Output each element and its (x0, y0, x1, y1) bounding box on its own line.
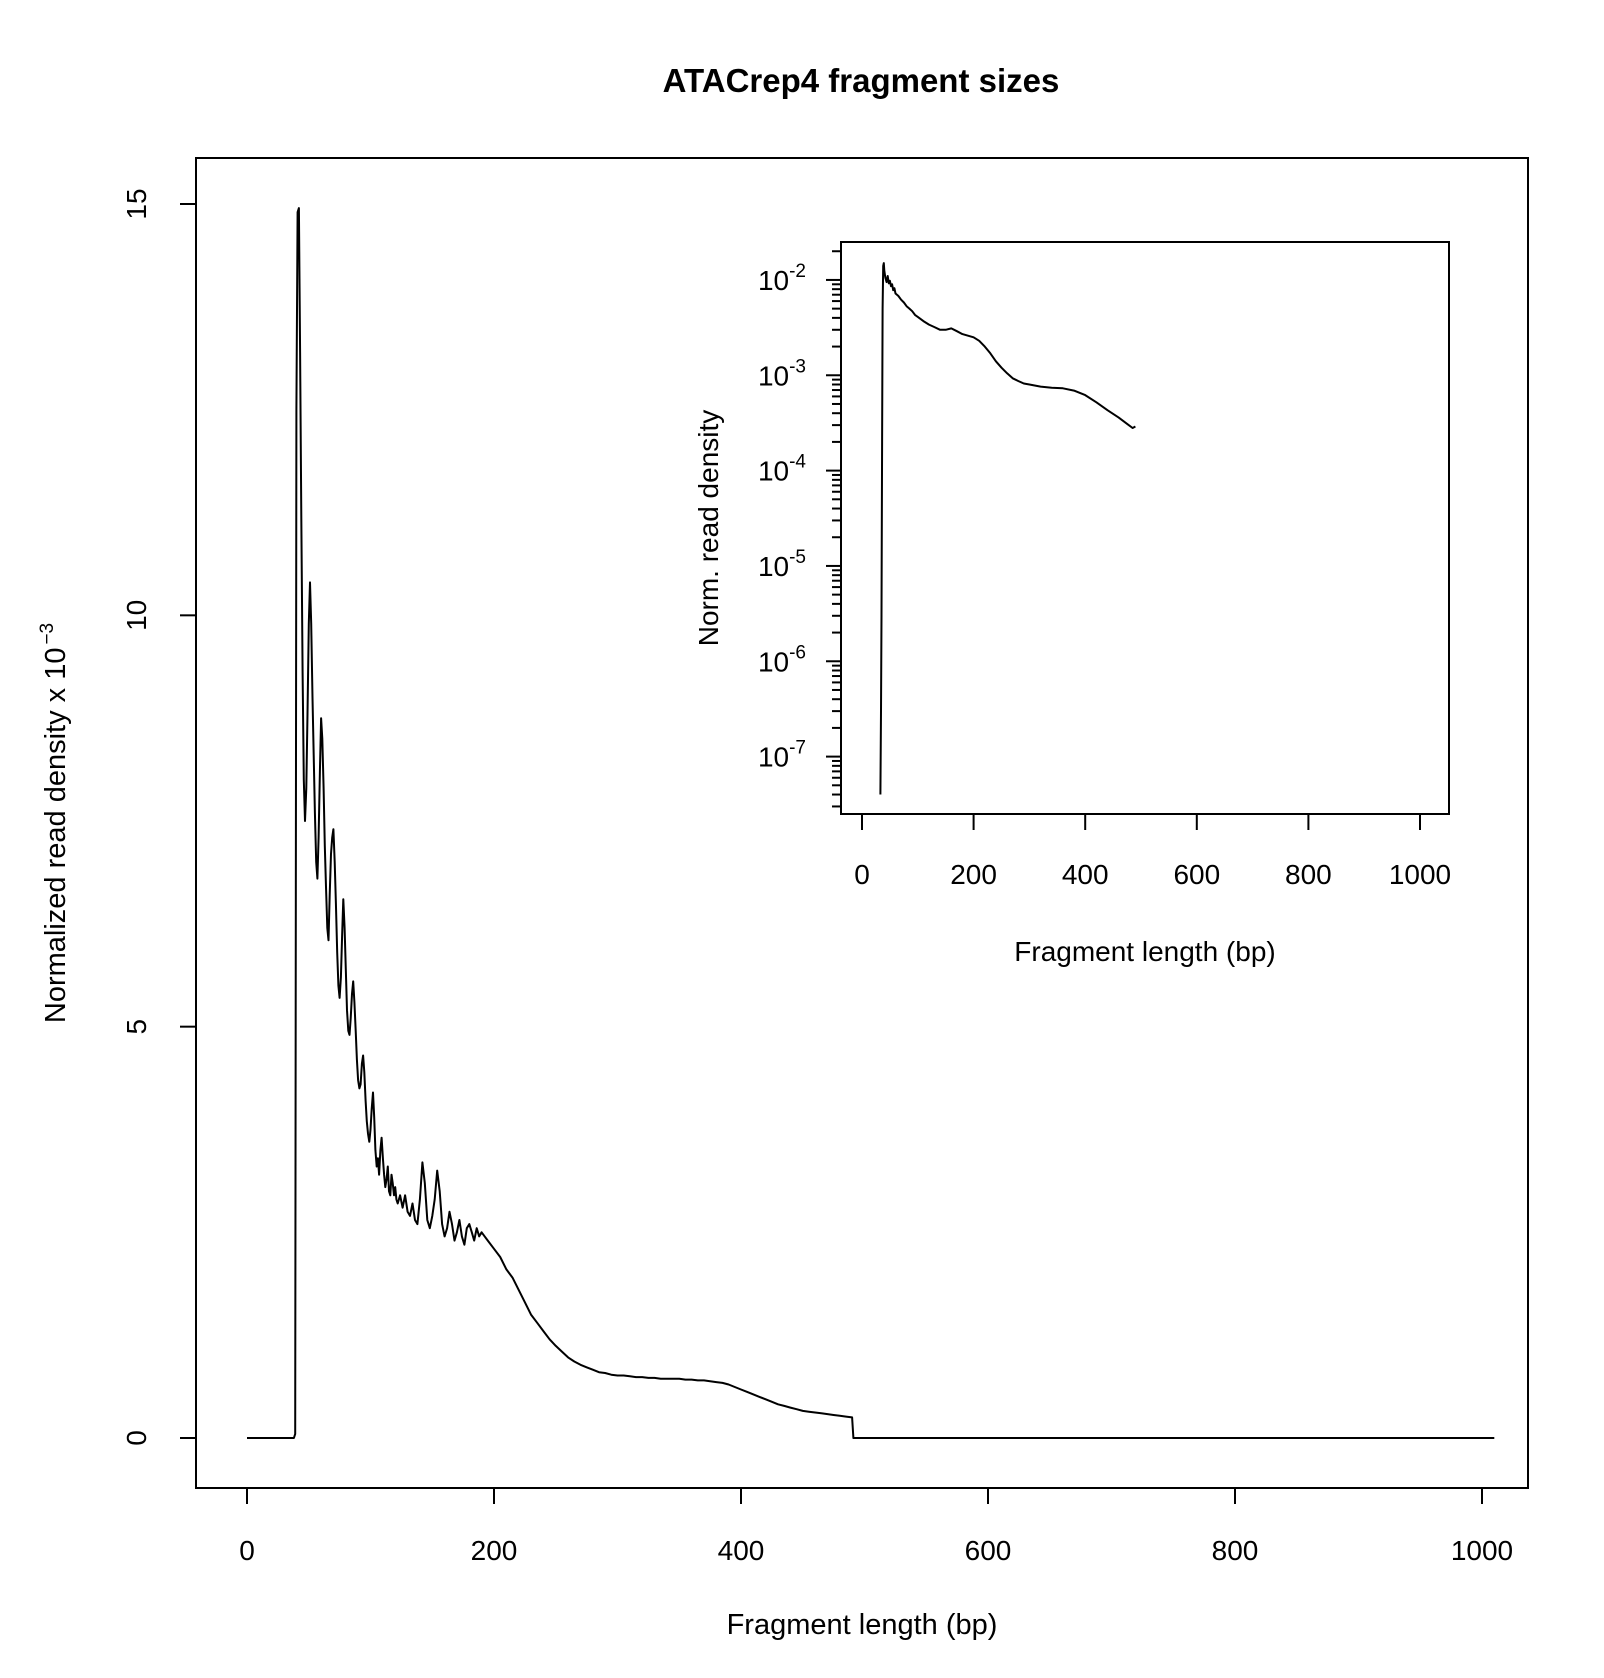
inset-x-tick-label: 400 (1062, 859, 1109, 890)
main-x-axis: 0 200 400 600 800 1000 (239, 1487, 1513, 1566)
main-chart: ATACrep4 fragment sizes 0 200 400 600 800 100… (37, 62, 1529, 1641)
inset-y-tick-base: 10 (758, 551, 789, 582)
inset-x-tick-label: 800 (1285, 859, 1332, 890)
inset-y-tick-base: 10 (758, 456, 789, 487)
main-x-tick-label: 0 (239, 1535, 255, 1566)
inset-y-tick-label: 10-4 (758, 452, 806, 487)
inset-x-tick-label: 600 (1173, 859, 1220, 890)
main-x-tick-label: 600 (965, 1535, 1012, 1566)
inset-y-tick-label: 10-6 (758, 642, 806, 677)
inset-x-axis: 0 200 400 600 800 1000 (854, 813, 1451, 890)
main-y-tick-label: 10 (121, 600, 152, 631)
main-y-tick-label: 5 (121, 1019, 152, 1035)
main-x-tick-label: 1000 (1451, 1535, 1513, 1566)
inset-y-tick-label: 10-3 (758, 356, 806, 391)
main-y-axis-title-base: Normalized read density x 10 (40, 648, 72, 1024)
inset-chart: 0 200 400 600 800 1000 10-210-310-410-510-610… (693, 241, 1451, 967)
inset-y-tick-label: 10-2 (758, 261, 806, 296)
main-y-axis: 0 5 10 15 (121, 188, 197, 1446)
inset-data-line (879, 262, 1136, 795)
inset-y-tick-base: 10 (758, 742, 789, 773)
main-x-tick-label: 400 (718, 1535, 765, 1566)
main-x-tick-label: 800 (1212, 1535, 1259, 1566)
inset-y-tick-exponent: -7 (789, 738, 806, 759)
main-data-line (247, 207, 1495, 1439)
inset-y-tick-base: 10 (758, 360, 789, 391)
inset-plot-frame (840, 241, 1450, 815)
inset-x-axis-title: Fragment length (bp) (1014, 936, 1275, 967)
main-x-tick-label: 200 (471, 1535, 518, 1566)
main-y-tick-label: 15 (121, 188, 152, 219)
inset-y-axis: 10-210-310-410-510-610-7 (758, 242, 842, 814)
inset-x-tick-label: 0 (854, 859, 870, 890)
inset-y-tick-label: 10-5 (758, 547, 806, 582)
main-x-axis-title: Fragment length (bp) (727, 1609, 998, 1641)
inset-y-tick-exponent: -5 (789, 547, 806, 568)
inset-y-tick-exponent: -3 (789, 356, 806, 377)
inset-y-tick-label: 10-7 (758, 738, 806, 773)
chart-title: ATACrep4 fragment sizes (663, 62, 1060, 99)
inset-x-tick-label: 1000 (1389, 859, 1451, 890)
inset-y-axis-title: Norm. read density (693, 410, 724, 647)
inset-x-tick-label: 200 (950, 859, 997, 890)
inset-y-tick-exponent: -4 (789, 452, 806, 473)
inset-y-tick-exponent: -2 (789, 261, 806, 282)
inset-y-tick-exponent: -6 (789, 642, 806, 663)
main-y-tick-label: 0 (121, 1430, 152, 1446)
main-y-axis-title: Normalized read density x 10 −3 (37, 623, 72, 1023)
inset-y-tick-base: 10 (758, 646, 789, 677)
inset-y-tick-base: 10 (758, 265, 789, 296)
main-y-axis-title-exponent: −3 (37, 623, 58, 645)
